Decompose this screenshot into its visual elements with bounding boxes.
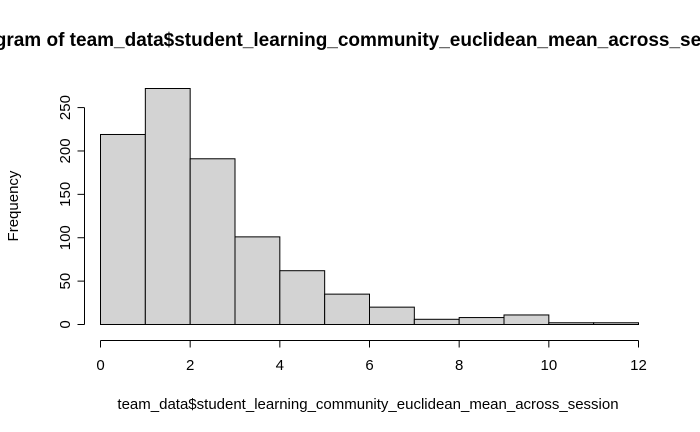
histogram-bar — [324, 293, 370, 326]
y-axis-label: Frequency — [5, 170, 22, 241]
x-tick-label: 8 — [455, 357, 463, 374]
chart-title: Histogram of team_data$student_learning_… — [0, 30, 700, 51]
histogram-bar — [369, 306, 415, 326]
y-tick-label: 50 — [57, 273, 74, 290]
y-axis: 0 50 100 150 200 250 — [57, 95, 85, 329]
x-tick-label: 10 — [540, 357, 557, 374]
x-tick-label: 2 — [186, 357, 194, 374]
y-tick-label: 100 — [57, 225, 74, 250]
bars-group — [100, 88, 640, 326]
histogram-bar — [189, 158, 236, 325]
x-tick-label: 4 — [276, 357, 284, 374]
histogram-bar — [100, 133, 146, 325]
y-tick-label: 150 — [57, 182, 74, 207]
x-tick-label: 6 — [365, 357, 373, 374]
x-axis-label: team_data$student_learning_community_euc… — [117, 396, 618, 413]
x-tick-label: 0 — [96, 357, 104, 374]
histogram-bar — [548, 322, 595, 326]
x-tick-label: 12 — [630, 357, 647, 374]
y-tick-label: 200 — [57, 138, 74, 163]
y-tick-label: 250 — [57, 95, 74, 120]
histogram-bar — [279, 270, 326, 325]
histogram-bar — [503, 314, 550, 325]
histogram-bar — [144, 88, 191, 325]
x-axis: 0 2 4 6 8 10 12 — [96, 340, 647, 374]
histogram-bar — [458, 317, 505, 326]
histogram-bar — [413, 318, 460, 326]
y-tick-label: 0 — [57, 320, 74, 328]
histogram-bar — [234, 236, 281, 325]
histogram-bar — [593, 322, 640, 326]
